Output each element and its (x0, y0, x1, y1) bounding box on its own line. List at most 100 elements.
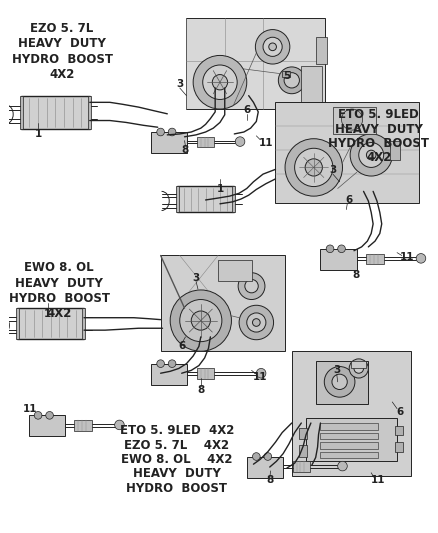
Text: EZO 5. 7L: EZO 5. 7L (30, 22, 94, 35)
Text: 6: 6 (396, 407, 403, 416)
Bar (390, 141, 400, 160)
Circle shape (212, 75, 228, 90)
Circle shape (263, 37, 282, 56)
Text: 8: 8 (352, 270, 360, 280)
Bar (316, 361, 368, 404)
Bar (151, 364, 187, 385)
Text: EZO 5. 7L    4X2: EZO 5. 7L 4X2 (124, 439, 230, 451)
Text: 5: 5 (283, 71, 290, 82)
Circle shape (245, 279, 258, 293)
Bar (88, 95, 91, 129)
Bar (151, 132, 187, 153)
Circle shape (34, 411, 42, 419)
Circle shape (252, 319, 260, 326)
Circle shape (157, 360, 164, 367)
Bar (20, 95, 23, 129)
Circle shape (332, 374, 347, 390)
Bar (197, 137, 214, 147)
Text: HEAVY  DUTY: HEAVY DUTY (335, 123, 423, 135)
Text: 3: 3 (176, 79, 184, 89)
Text: 6: 6 (178, 342, 185, 351)
Circle shape (359, 142, 384, 167)
Text: ETO 5. 9LED  4X2: ETO 5. 9LED 4X2 (120, 424, 234, 437)
Text: HYDRO  BOOST: HYDRO BOOST (11, 53, 113, 66)
Text: HEAVY  DUTY: HEAVY DUTY (18, 37, 106, 51)
Bar (321, 433, 378, 439)
Text: 11: 11 (371, 475, 385, 486)
Circle shape (256, 368, 266, 378)
Circle shape (354, 364, 364, 373)
Bar (367, 254, 384, 264)
Text: EWO 8. OL    4X2: EWO 8. OL 4X2 (121, 453, 233, 466)
Circle shape (350, 134, 392, 176)
Circle shape (168, 360, 176, 367)
Text: HEAVY  DUTY: HEAVY DUTY (15, 277, 103, 290)
Circle shape (46, 411, 53, 419)
Bar (395, 426, 403, 435)
Text: 11: 11 (253, 372, 268, 382)
Text: 11: 11 (399, 253, 414, 262)
Bar (21, 95, 90, 129)
Bar (395, 442, 403, 452)
Text: 1: 1 (216, 184, 223, 195)
Circle shape (193, 55, 247, 109)
Bar (300, 445, 307, 456)
Text: 8: 8 (197, 384, 205, 394)
Bar (82, 308, 85, 339)
Text: HYDRO  BOOST: HYDRO BOOST (9, 292, 110, 305)
Circle shape (285, 139, 343, 196)
Circle shape (367, 150, 376, 160)
Text: 11: 11 (259, 138, 273, 148)
Circle shape (342, 109, 363, 130)
Bar (282, 71, 290, 77)
Circle shape (269, 43, 276, 51)
Circle shape (239, 305, 274, 340)
Circle shape (349, 359, 368, 378)
Circle shape (180, 300, 222, 342)
Text: 3: 3 (192, 272, 200, 282)
Circle shape (338, 461, 347, 471)
Circle shape (252, 453, 260, 461)
Bar (321, 452, 378, 458)
Circle shape (264, 453, 272, 461)
Text: 4X2: 4X2 (366, 151, 392, 164)
Bar (197, 368, 214, 379)
Text: EWO 8. OL: EWO 8. OL (25, 261, 94, 274)
Bar (187, 18, 325, 109)
Circle shape (115, 420, 124, 430)
Text: 6: 6 (346, 195, 353, 205)
Circle shape (324, 367, 355, 397)
Circle shape (338, 245, 345, 253)
Bar (161, 255, 285, 351)
Circle shape (255, 30, 290, 64)
Circle shape (416, 254, 426, 263)
Bar (177, 185, 234, 213)
Bar (176, 185, 179, 213)
Circle shape (305, 159, 322, 176)
Circle shape (235, 137, 245, 147)
Circle shape (326, 245, 334, 253)
Bar (293, 461, 310, 472)
Circle shape (191, 311, 210, 330)
Text: 4X2: 4X2 (46, 308, 72, 320)
Text: HYDRO  BOOST: HYDRO BOOST (328, 137, 429, 150)
Bar (74, 420, 92, 431)
Text: HEAVY  DUTY: HEAVY DUTY (133, 467, 221, 480)
Bar (351, 361, 367, 368)
Circle shape (238, 273, 265, 300)
Bar (16, 308, 19, 339)
Circle shape (284, 72, 300, 88)
Text: 8: 8 (266, 475, 273, 486)
Bar (292, 351, 411, 475)
Text: 3: 3 (333, 365, 340, 375)
Bar (218, 260, 251, 281)
Bar (247, 456, 283, 478)
Text: 1: 1 (44, 309, 51, 319)
Bar (316, 37, 327, 64)
Text: HYDRO  BOOST: HYDRO BOOST (127, 482, 227, 495)
Bar (321, 442, 378, 449)
Bar (276, 102, 419, 203)
Circle shape (247, 313, 266, 332)
Bar (301, 66, 322, 102)
Bar (333, 107, 376, 134)
